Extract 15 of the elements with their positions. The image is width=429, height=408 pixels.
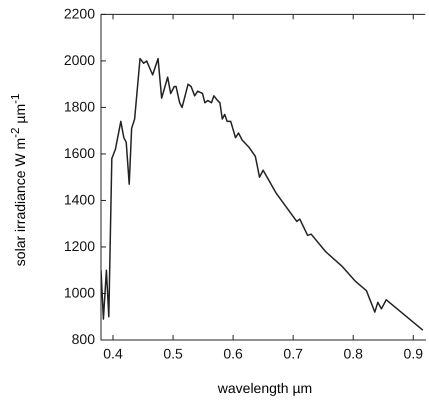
y-tick-label: 1400 xyxy=(64,191,96,208)
y-tick-label: 800 xyxy=(72,330,96,347)
y-tick-label: 1800 xyxy=(64,98,96,114)
y-tick-label: 2000 xyxy=(64,52,96,68)
x-tick-label: 0.5 xyxy=(163,345,184,362)
y-tick-label: 2200 xyxy=(64,5,96,22)
x-tick-label: 0.8 xyxy=(343,345,364,362)
y-tick-label: 1600 xyxy=(64,144,96,161)
x-axis-title: wavelength µm xyxy=(216,380,314,396)
x-tick-label: 0.7 xyxy=(283,345,304,362)
x-tick-label: 0.9 xyxy=(404,345,424,362)
y-tick-label: 1200 xyxy=(64,238,96,254)
y-tick-label: 1000 xyxy=(64,284,96,300)
x-tick-label: 0.6 xyxy=(223,345,244,362)
x-tick-label: 0.4 xyxy=(103,345,123,362)
